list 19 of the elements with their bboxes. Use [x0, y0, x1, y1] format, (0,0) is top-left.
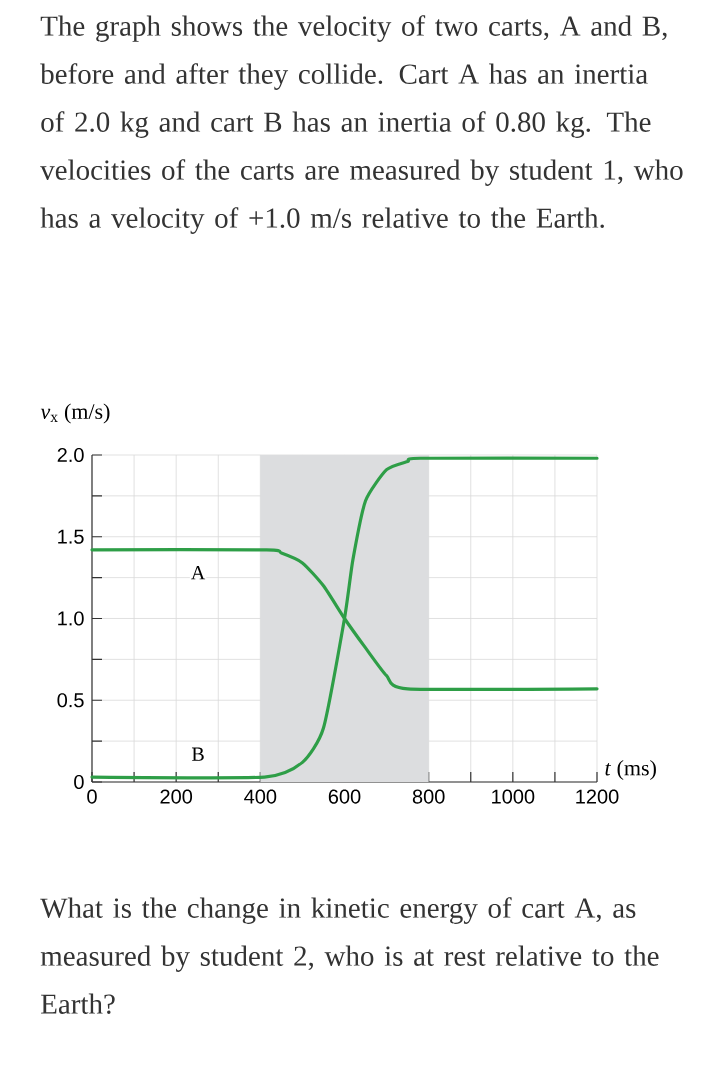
x-tick-label: 400 [244, 789, 277, 804]
x-tick-label: 0 [87, 789, 97, 804]
chart-title: The graph shows the velocity of two carts, A and B, before and after they collide. Cart A has an inertia of 2.0 kg and cart B has an inertia of 0.80 kg. The velocities of the carts are measured by student 1, who has a velocity of +1.0 m/s relative to the Earth. [40, 15, 683, 234]
y-tick-label: 1.5 [58, 529, 84, 544]
x-tick-label: 200 [160, 789, 193, 804]
x-tick-label: 1000 [492, 789, 535, 804]
x-axis-title: t (ms) [605, 760, 656, 780]
y-axis-title: v$_{x}$ (m/s) [40, 403, 110, 424]
line-series [90, 456, 599, 780]
x-tick-label: 600 [328, 789, 361, 804]
y-tick-label: 1.0 [58, 611, 84, 626]
y-tick-label: 0 [74, 774, 84, 790]
y-tick-label: 0.5 [57, 693, 84, 708]
text: What is the change in kinetic energy of cart A, as measured by student 2, who is at rest relative to the Earth? [40, 897, 659, 1015]
y-tick-label: 2.0 [57, 447, 84, 463]
x-tick-label: 1200 [576, 789, 619, 804]
series-label: A [191, 566, 206, 580]
x-tick-label: 800 [412, 789, 445, 804]
series-label: B [191, 747, 204, 761]
